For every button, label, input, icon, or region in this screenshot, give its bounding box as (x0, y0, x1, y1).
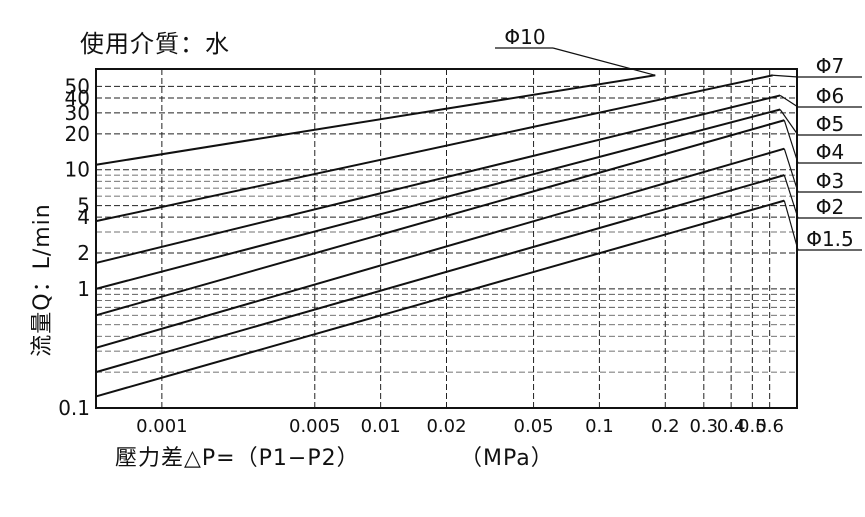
series-label: Φ10 (504, 25, 545, 49)
y-tick-label: 2 (77, 241, 90, 265)
y-tick-label: 4 (77, 205, 90, 229)
y-tick-label: 40 (65, 86, 90, 110)
x-tick-label: 0.3 (689, 416, 718, 437)
x-tick-label: 0.6 (755, 416, 784, 437)
series-leader (783, 200, 799, 251)
series-leader (779, 109, 799, 136)
x-tick-label: 0.005 (289, 416, 341, 437)
series-label: Φ4 (816, 140, 844, 164)
series-line (95, 94, 781, 264)
series-label: Φ7 (816, 54, 844, 78)
series-line (95, 108, 781, 290)
series-line (95, 74, 773, 223)
x-tick-label: 0.2 (651, 416, 680, 437)
y-tick-label: 5 (77, 194, 90, 218)
series-label: Φ5 (816, 112, 844, 136)
y-tick-label: 1 (77, 277, 90, 301)
y-axis-label: 流量Q：L/min (30, 203, 55, 357)
y-tick-label: 30 (65, 101, 90, 125)
plot-frame (95, 68, 798, 409)
series-line (95, 147, 785, 349)
series-leader (783, 148, 799, 193)
x-tick-label: 0.001 (136, 416, 188, 437)
series-leader (772, 74, 799, 78)
x-axis-label: 壓力差△P=（P1−P2） (115, 446, 360, 471)
series-leader (783, 120, 799, 164)
x-tick-label: 0.02 (426, 416, 466, 437)
series-line (95, 174, 785, 374)
series-label: Φ3 (816, 169, 844, 193)
series-label: Φ1.5 (806, 227, 854, 251)
series-line (95, 74, 656, 166)
y-tick-label: 20 (65, 122, 90, 146)
x-tick-label: 0.01 (361, 416, 401, 437)
x-tick-label: 0.4 (717, 416, 746, 437)
series-line (95, 119, 785, 317)
x-tick-label: 0.5 (738, 416, 767, 437)
series-leader (552, 47, 656, 76)
y-tick-label: 10 (65, 158, 90, 182)
x-axis-unit: （MPa） (460, 446, 554, 471)
y-tick-label: 0.1 (58, 396, 90, 420)
series-label: Φ6 (816, 84, 844, 108)
chart-title: 使用介質：水 (80, 30, 230, 58)
series-label: Φ2 (816, 195, 844, 219)
series-leader (783, 174, 799, 219)
x-tick-label: 0.05 (514, 416, 554, 437)
x-tick-label: 0.1 (585, 416, 614, 437)
series-leader (779, 94, 799, 108)
y-tick-label: 50 (65, 74, 90, 98)
series-line (95, 199, 785, 398)
